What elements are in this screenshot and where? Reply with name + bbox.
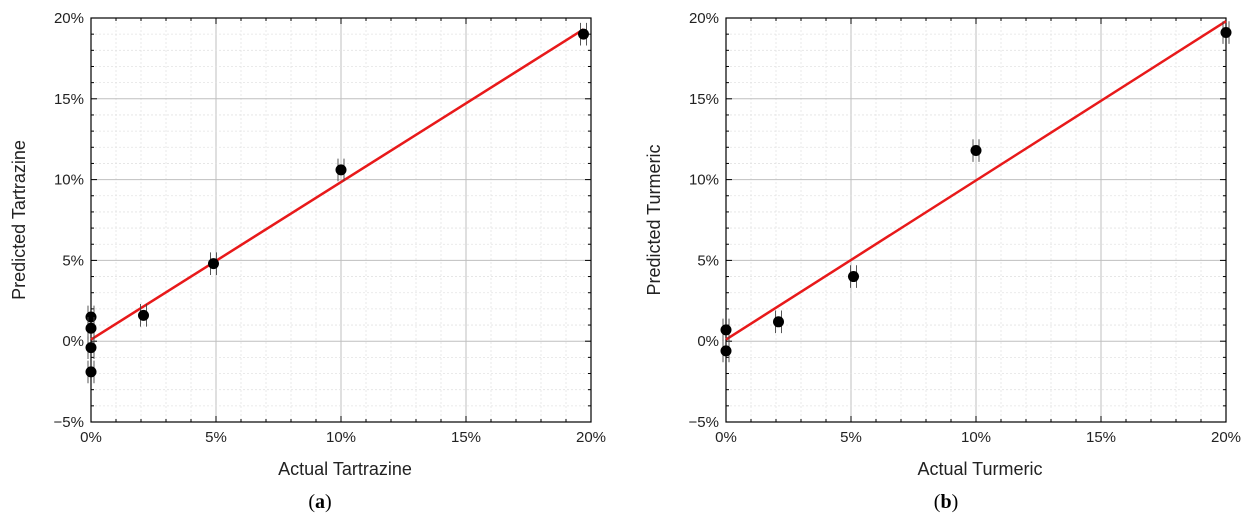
y-tick-label: 15% [54, 91, 84, 108]
y-axis-label: Predicted Turmeric [644, 144, 664, 295]
data-point [85, 342, 97, 354]
data-point [720, 324, 732, 336]
data-point [138, 309, 149, 321]
grid [90, 17, 592, 423]
y-tick-label: 20% [54, 10, 84, 27]
data-point [85, 366, 97, 378]
panel-label-open: ( [308, 491, 315, 513]
x-tick-label: 15% [451, 429, 481, 446]
tick-marks [725, 17, 1227, 423]
panel-label-letter: a [315, 491, 325, 513]
data-point [773, 316, 784, 328]
x-tick-label: 20% [1211, 429, 1241, 446]
y-tick-label: 10% [54, 172, 84, 189]
x-axis-label: Actual Turmeric [917, 459, 1042, 479]
panel-label-open: ( [934, 491, 941, 513]
y-tick-label: 5% [697, 252, 719, 269]
panel-label-close: ) [952, 491, 959, 513]
x-tick-label: 10% [326, 429, 356, 446]
grid [725, 17, 1227, 423]
data-points [720, 21, 1232, 363]
tick-marks [90, 17, 592, 423]
panel-label-close: ) [325, 491, 332, 513]
y-tick-label: −5% [689, 414, 719, 431]
data-point [970, 145, 982, 157]
data-point [720, 345, 732, 357]
y-tick-label: 0% [697, 333, 719, 350]
chart-panel-a: 0% 5% 10% 15% 20%−5%0%5%10%15%20%Actual Tart… [9, 10, 606, 513]
data-point [1220, 27, 1232, 39]
fit-line [725, 20, 1227, 341]
chart-panel-b: 0% 5% 10% 15% 20%−5%0%5%10%15%20%Actual Turm… [644, 10, 1241, 513]
x-tick-label: 5% [205, 429, 227, 446]
x-tick-label: 0% [715, 429, 737, 446]
panel-label-letter: b [940, 491, 951, 513]
data-point [85, 311, 97, 323]
x-tick-label: 0% [80, 429, 102, 446]
x-tick-label: 5% [840, 429, 862, 446]
y-tick-label: 10% [689, 172, 719, 189]
y-tick-label: 0% [62, 333, 84, 350]
y-tick-label: 5% [62, 252, 84, 269]
y-axis-label: Predicted Tartrazine [9, 140, 29, 300]
x-tick-label: 10% [961, 429, 991, 446]
y-tick-label: −5% [54, 414, 84, 431]
x-tick-label: 15% [1086, 429, 1116, 446]
data-point [578, 28, 589, 40]
data-point [848, 271, 859, 283]
panel-label: (a) [308, 491, 331, 513]
y-tick-label: 15% [689, 91, 719, 108]
data-points [85, 22, 589, 384]
data-point [208, 258, 219, 270]
x-axis-label: Actual Tartrazine [278, 459, 412, 479]
fit-line [90, 28, 585, 341]
y-tick-label: 20% [689, 10, 719, 27]
panel-label: (b) [934, 491, 958, 513]
data-point [85, 322, 97, 334]
data-point [335, 164, 347, 176]
x-tick-label: 20% [576, 429, 606, 446]
